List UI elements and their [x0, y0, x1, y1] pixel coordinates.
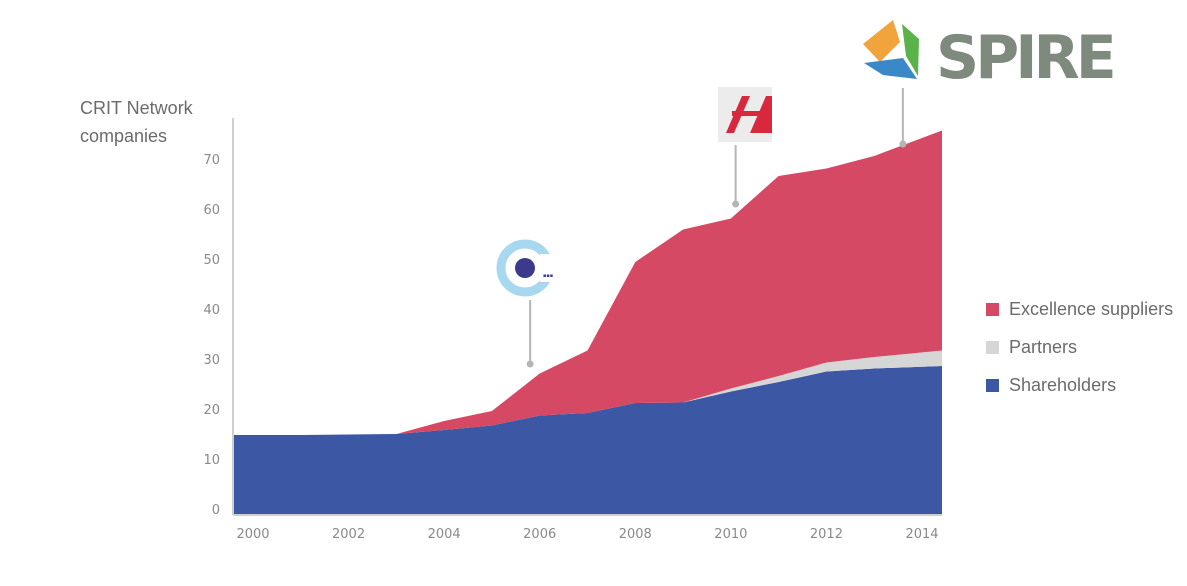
- legend-label: Shareholders: [1009, 374, 1117, 395]
- legend-swatch: [986, 340, 999, 354]
- legend-label: Partners: [1009, 336, 1078, 357]
- h-logo: [718, 87, 772, 142]
- x-tick-label: 2006: [523, 527, 556, 542]
- callout-dot: [526, 360, 534, 368]
- legend-item-shareholders: Shareholders: [986, 366, 1173, 404]
- legend-swatch: [986, 378, 999, 392]
- area-layers: [233, 130, 942, 515]
- x-tick-label: 2008: [619, 527, 652, 542]
- y-tick-label: 20: [203, 403, 220, 418]
- callout-dot: [732, 200, 740, 208]
- y-tick-label: 30: [203, 353, 220, 368]
- legend-item-excellence-suppliers: Excellence suppliers: [986, 290, 1173, 328]
- y-tick-label: 10: [203, 453, 220, 468]
- y-tick-label: 40: [203, 303, 220, 318]
- y-tick-label: 50: [203, 253, 220, 268]
- y-tick-label: 70: [203, 153, 220, 168]
- x-tick-label: 2014: [905, 527, 938, 542]
- y-tick-labels: 0 10 20 30 40 50 60 70: [203, 153, 220, 518]
- svg-text:▪▪▪: ▪▪▪: [543, 273, 553, 279]
- y-axis-label-line2: companies: [80, 126, 168, 146]
- spire-logo: SPIRE: [863, 20, 1117, 93]
- legend-item-partners: Partners: [986, 328, 1173, 366]
- spire-text: SPIRE: [936, 23, 1113, 93]
- x-tick-label: 2012: [810, 527, 843, 542]
- area-excellence-suppliers: [233, 130, 942, 435]
- y-tick-label: 60: [203, 203, 220, 218]
- x-tick-label: 2002: [332, 527, 365, 542]
- x-tick-label: 2010: [714, 527, 747, 542]
- network-logo: ▪▪▪: [496, 239, 562, 297]
- x-tick-labels: 2000 2002 2004 2006 2008 2010 2012 2014: [236, 527, 938, 542]
- area-shareholders: [233, 366, 942, 515]
- callout-dot: [899, 140, 907, 148]
- area-partners: [233, 350, 942, 435]
- y-tick-label: 0: [212, 503, 220, 518]
- legend-swatch: [986, 302, 999, 316]
- legend: Excellence suppliers Partners Shareholde…: [986, 290, 1173, 404]
- y-axis-label: CRIT Network companies: [80, 94, 193, 150]
- legend-label: Excellence suppliers: [1009, 298, 1174, 319]
- y-axis-label-line1: CRIT Network: [80, 98, 193, 118]
- callout-lines: [526, 88, 907, 368]
- x-tick-label: 2000: [236, 527, 269, 542]
- x-tick-label: 2004: [428, 527, 461, 542]
